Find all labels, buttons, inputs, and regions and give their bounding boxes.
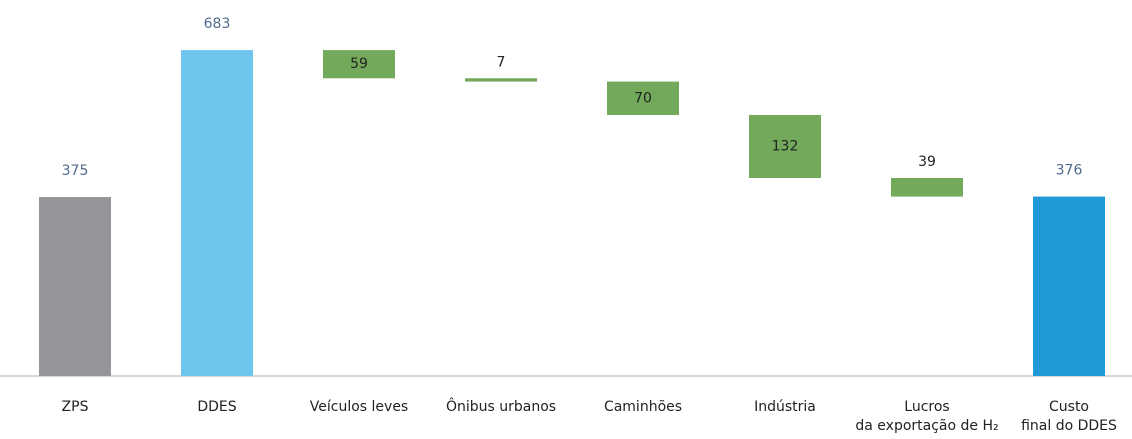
bar bbox=[181, 50, 253, 376]
x-tick-label: Ônibus urbanos bbox=[446, 397, 556, 415]
value-label: 39 bbox=[918, 154, 936, 170]
x-tick-label: Custo bbox=[1049, 399, 1089, 415]
bar bbox=[891, 177, 963, 197]
value-label: 7 bbox=[497, 54, 506, 70]
bar bbox=[39, 197, 111, 376]
value-label: 683 bbox=[204, 16, 231, 32]
bar bbox=[465, 78, 537, 82]
x-tick-label: Caminhões bbox=[604, 399, 682, 415]
value-label: 59 bbox=[350, 56, 368, 72]
x-tick-label: Veículos leves bbox=[310, 399, 408, 415]
x-tick-label: Indústria bbox=[754, 399, 816, 415]
x-tick-label: Lucros bbox=[904, 399, 949, 415]
bar bbox=[607, 81, 679, 115]
value-label: 132 bbox=[772, 138, 799, 154]
value-label: 70 bbox=[634, 90, 652, 106]
x-tick-label: DDES bbox=[197, 399, 236, 415]
x-tick-label: da exportação de H₂ bbox=[855, 418, 998, 434]
bar bbox=[749, 114, 821, 178]
value-label: 375 bbox=[62, 163, 89, 179]
bar bbox=[1033, 196, 1105, 376]
x-tick-label: ZPS bbox=[62, 399, 89, 415]
value-label: 376 bbox=[1056, 163, 1083, 179]
x-tick-label: final do DDES bbox=[1021, 418, 1117, 434]
bar bbox=[323, 50, 395, 79]
